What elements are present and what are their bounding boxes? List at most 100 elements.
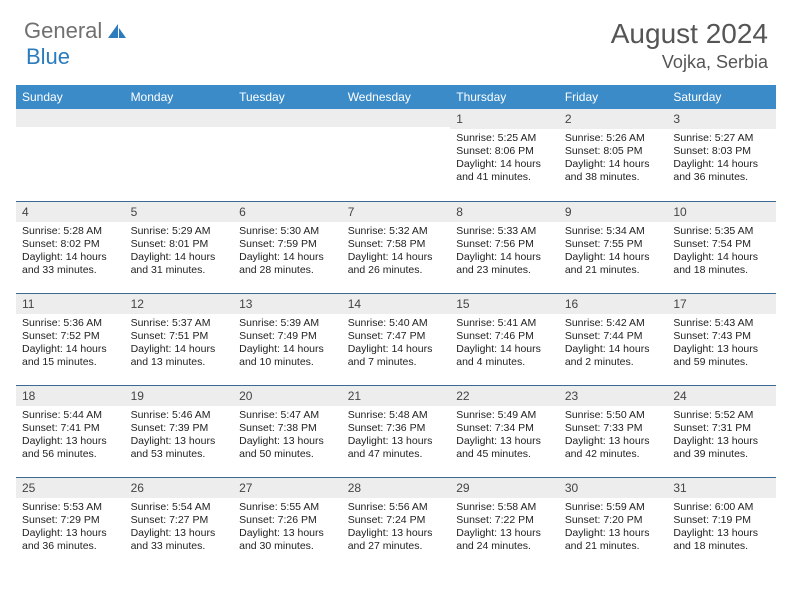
- sunrise-text: Sunrise: 5:59 AM: [565, 501, 662, 514]
- sunrise-text: Sunrise: 5:32 AM: [348, 225, 445, 238]
- sunset-text: Sunset: 7:58 PM: [348, 238, 445, 251]
- daylight-text: Daylight: 14 hours and 13 minutes.: [131, 343, 228, 369]
- day-number: 16: [559, 294, 668, 314]
- day-header: Tuesday: [233, 85, 342, 109]
- sunrise-text: Sunrise: 5:58 AM: [456, 501, 553, 514]
- daylight-text: Daylight: 13 hours and 45 minutes.: [456, 435, 553, 461]
- day-details: Sunrise: 5:32 AMSunset: 7:58 PMDaylight:…: [342, 222, 451, 282]
- calendar-row: 11Sunrise: 5:36 AMSunset: 7:52 PMDayligh…: [16, 293, 776, 385]
- sunrise-text: Sunrise: 5:40 AM: [348, 317, 445, 330]
- day-details: Sunrise: 5:33 AMSunset: 7:56 PMDaylight:…: [450, 222, 559, 282]
- sunrise-text: Sunrise: 5:48 AM: [348, 409, 445, 422]
- sunset-text: Sunset: 8:02 PM: [22, 238, 119, 251]
- daylight-text: Daylight: 14 hours and 15 minutes.: [22, 343, 119, 369]
- daylight-text: Daylight: 14 hours and 7 minutes.: [348, 343, 445, 369]
- calendar-cell: 22Sunrise: 5:49 AMSunset: 7:34 PMDayligh…: [450, 385, 559, 477]
- day-details: Sunrise: 5:55 AMSunset: 7:26 PMDaylight:…: [233, 498, 342, 558]
- daylight-text: Daylight: 14 hours and 36 minutes.: [673, 158, 770, 184]
- day-number: 31: [667, 478, 776, 498]
- logo: General: [24, 18, 130, 44]
- calendar-cell: 30Sunrise: 5:59 AMSunset: 7:20 PMDayligh…: [559, 477, 668, 569]
- daylight-text: Daylight: 14 hours and 38 minutes.: [565, 158, 662, 184]
- sunrise-text: Sunrise: 5:47 AM: [239, 409, 336, 422]
- sunrise-text: Sunrise: 5:35 AM: [673, 225, 770, 238]
- sunset-text: Sunset: 7:34 PM: [456, 422, 553, 435]
- daylight-text: Daylight: 13 hours and 53 minutes.: [131, 435, 228, 461]
- day-number: 19: [125, 386, 234, 406]
- sunset-text: Sunset: 8:01 PM: [131, 238, 228, 251]
- day-header: Sunday: [16, 85, 125, 109]
- day-number: 30: [559, 478, 668, 498]
- day-details: Sunrise: 5:52 AMSunset: 7:31 PMDaylight:…: [667, 406, 776, 466]
- day-details: Sunrise: 5:48 AMSunset: 7:36 PMDaylight:…: [342, 406, 451, 466]
- day-number: [16, 109, 125, 127]
- calendar-cell: 1Sunrise: 5:25 AMSunset: 8:06 PMDaylight…: [450, 109, 559, 201]
- sunrise-text: Sunrise: 5:56 AM: [348, 501, 445, 514]
- calendar-cell: 16Sunrise: 5:42 AMSunset: 7:44 PMDayligh…: [559, 293, 668, 385]
- day-header: Monday: [125, 85, 234, 109]
- daylight-text: Daylight: 13 hours and 47 minutes.: [348, 435, 445, 461]
- calendar-cell: 7Sunrise: 5:32 AMSunset: 7:58 PMDaylight…: [342, 201, 451, 293]
- day-number: 18: [16, 386, 125, 406]
- daylight-text: Daylight: 14 hours and 21 minutes.: [565, 251, 662, 277]
- day-header: Thursday: [450, 85, 559, 109]
- sunset-text: Sunset: 7:39 PM: [131, 422, 228, 435]
- daylight-text: Daylight: 13 hours and 50 minutes.: [239, 435, 336, 461]
- day-number: 4: [16, 202, 125, 222]
- calendar-cell: 26Sunrise: 5:54 AMSunset: 7:27 PMDayligh…: [125, 477, 234, 569]
- calendar-cell: 10Sunrise: 5:35 AMSunset: 7:54 PMDayligh…: [667, 201, 776, 293]
- calendar-cell: 24Sunrise: 5:52 AMSunset: 7:31 PMDayligh…: [667, 385, 776, 477]
- sunset-text: Sunset: 7:55 PM: [565, 238, 662, 251]
- calendar-row: 18Sunrise: 5:44 AMSunset: 7:41 PMDayligh…: [16, 385, 776, 477]
- day-number: 13: [233, 294, 342, 314]
- day-details: Sunrise: 5:50 AMSunset: 7:33 PMDaylight:…: [559, 406, 668, 466]
- daylight-text: Daylight: 13 hours and 59 minutes.: [673, 343, 770, 369]
- sunrise-text: Sunrise: 5:49 AM: [456, 409, 553, 422]
- day-number: 2: [559, 109, 668, 129]
- sunrise-text: Sunrise: 5:36 AM: [22, 317, 119, 330]
- calendar-cell: 21Sunrise: 5:48 AMSunset: 7:36 PMDayligh…: [342, 385, 451, 477]
- calendar-cell: 4Sunrise: 5:28 AMSunset: 8:02 PMDaylight…: [16, 201, 125, 293]
- sunset-text: Sunset: 7:19 PM: [673, 514, 770, 527]
- day-details: Sunrise: 5:34 AMSunset: 7:55 PMDaylight:…: [559, 222, 668, 282]
- day-number: 21: [342, 386, 451, 406]
- sunrise-text: Sunrise: 5:29 AM: [131, 225, 228, 238]
- day-details: Sunrise: 5:46 AMSunset: 7:39 PMDaylight:…: [125, 406, 234, 466]
- daylight-text: Daylight: 14 hours and 33 minutes.: [22, 251, 119, 277]
- logo-sail-icon: [106, 22, 128, 40]
- daylight-text: Daylight: 13 hours and 36 minutes.: [22, 527, 119, 553]
- sunrise-text: Sunrise: 5:30 AM: [239, 225, 336, 238]
- day-number: 11: [16, 294, 125, 314]
- day-number: 7: [342, 202, 451, 222]
- calendar-cell: 12Sunrise: 5:37 AMSunset: 7:51 PMDayligh…: [125, 293, 234, 385]
- daylight-text: Daylight: 14 hours and 31 minutes.: [131, 251, 228, 277]
- calendar-cell: 15Sunrise: 5:41 AMSunset: 7:46 PMDayligh…: [450, 293, 559, 385]
- calendar-cell: 9Sunrise: 5:34 AMSunset: 7:55 PMDaylight…: [559, 201, 668, 293]
- calendar-cell: 18Sunrise: 5:44 AMSunset: 7:41 PMDayligh…: [16, 385, 125, 477]
- day-number: 27: [233, 478, 342, 498]
- day-number: 20: [233, 386, 342, 406]
- sunset-text: Sunset: 7:44 PM: [565, 330, 662, 343]
- sunrise-text: Sunrise: 5:44 AM: [22, 409, 119, 422]
- location: Vojka, Serbia: [611, 52, 768, 73]
- day-details: Sunrise: 5:43 AMSunset: 7:43 PMDaylight:…: [667, 314, 776, 374]
- calendar-row: 1Sunrise: 5:25 AMSunset: 8:06 PMDaylight…: [16, 109, 776, 201]
- calendar-cell: [16, 109, 125, 201]
- calendar-cell: 17Sunrise: 5:43 AMSunset: 7:43 PMDayligh…: [667, 293, 776, 385]
- daylight-text: Daylight: 14 hours and 18 minutes.: [673, 251, 770, 277]
- day-details: [16, 127, 125, 187]
- daylight-text: Daylight: 13 hours and 30 minutes.: [239, 527, 336, 553]
- calendar-row: 25Sunrise: 5:53 AMSunset: 7:29 PMDayligh…: [16, 477, 776, 569]
- daylight-text: Daylight: 13 hours and 33 minutes.: [131, 527, 228, 553]
- month-title: August 2024: [611, 18, 768, 50]
- sunset-text: Sunset: 7:31 PM: [673, 422, 770, 435]
- day-number: 15: [450, 294, 559, 314]
- day-number: 23: [559, 386, 668, 406]
- day-header-row: Sunday Monday Tuesday Wednesday Thursday…: [16, 85, 776, 109]
- day-number: 8: [450, 202, 559, 222]
- sunset-text: Sunset: 7:22 PM: [456, 514, 553, 527]
- calendar-cell: 5Sunrise: 5:29 AMSunset: 8:01 PMDaylight…: [125, 201, 234, 293]
- calendar-cell: 19Sunrise: 5:46 AMSunset: 7:39 PMDayligh…: [125, 385, 234, 477]
- day-number: [125, 109, 234, 127]
- day-number: 26: [125, 478, 234, 498]
